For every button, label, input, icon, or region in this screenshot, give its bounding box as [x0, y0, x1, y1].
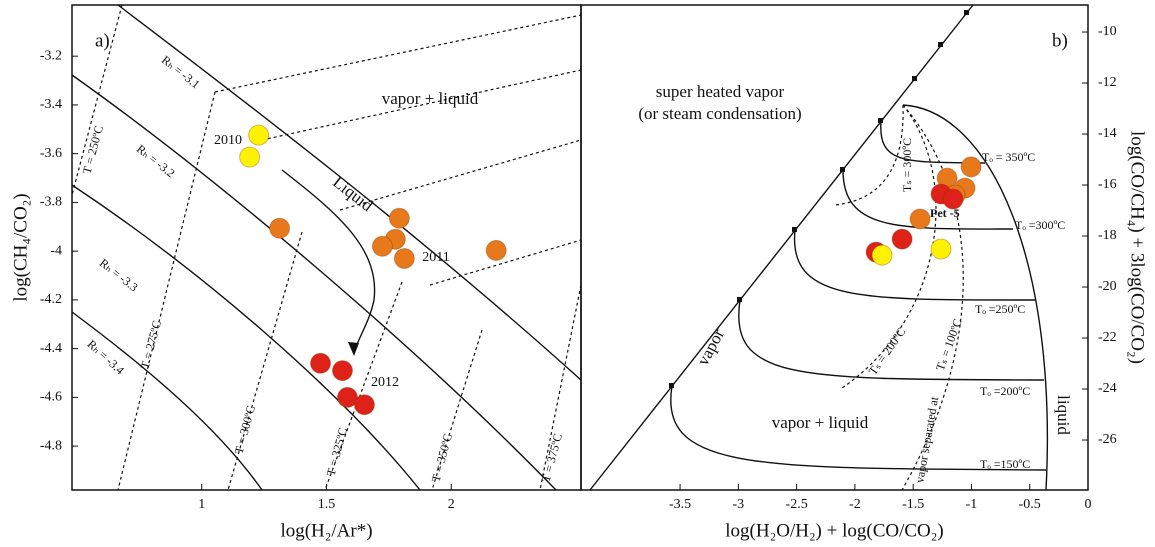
y-tick-label: -10	[1098, 24, 1117, 39]
y-tick-label: -4.6	[40, 390, 62, 405]
x-tick-label: -0.5	[1019, 497, 1041, 512]
to-label: Tₒ =150ºC	[980, 457, 1030, 471]
t-label: T = 350ºC	[429, 432, 455, 484]
year-label: 2011	[422, 250, 449, 265]
region-label: vapor	[693, 325, 728, 368]
region-label: vapor + liquid	[382, 89, 479, 108]
y-tick-label: -16	[1098, 177, 1117, 192]
data-point	[248, 124, 270, 146]
y-tick-label: -3.6	[40, 146, 62, 161]
data-point	[336, 386, 358, 408]
y-tick-label: -14	[1098, 126, 1117, 141]
t-label: T = 275ºC	[138, 319, 164, 371]
panel-label: a)	[95, 30, 110, 51]
data-point	[388, 207, 410, 229]
x-tick-label: -2	[849, 497, 861, 512]
data-point	[909, 208, 931, 230]
y-tick-label: -26	[1098, 432, 1117, 447]
ts-label: Tₛ = 300ºC	[900, 138, 914, 192]
to-label: Tₒ =300ºC	[1015, 218, 1065, 232]
plot-frame	[580, 4, 1089, 491]
data-point	[371, 235, 393, 257]
y-tick-label: -4.8	[40, 438, 62, 453]
t-label: T = 250ºC	[80, 124, 106, 176]
data-point	[960, 156, 982, 178]
y-tick-label: -24	[1098, 381, 1117, 396]
data-point	[485, 239, 507, 261]
x-tick-label: 0	[1085, 497, 1092, 512]
x-tick-label: 2	[448, 497, 455, 512]
data-point	[891, 228, 913, 250]
x-axis-title: log(H₂/Ar*)	[280, 520, 372, 541]
to-label: Tₒ =200ºC	[980, 384, 1030, 398]
data-point	[269, 217, 291, 239]
y-tick-label: -3.8	[40, 195, 62, 210]
y-tick-label: -3.4	[40, 97, 62, 112]
x-axis-title: log(H₂O/H₂) + log(CO/CO₂)	[725, 520, 943, 541]
panel-b-annotations: b) super heated vapor (or steam condensa…	[638, 30, 1073, 484]
panel-a-curves	[71, 4, 582, 491]
ts-label: Tₛ = 200ºC	[866, 325, 909, 378]
ts-label: Tₛ = 100ºC	[933, 317, 965, 373]
panel-b-curves	[589, 4, 1049, 491]
rh-label: Rₕ = -3.3	[97, 256, 141, 295]
to-label: Tₒ =250ºC	[975, 302, 1025, 316]
y-tick-label: -4.4	[40, 341, 62, 356]
data-point	[942, 188, 964, 210]
data-point	[310, 352, 332, 374]
data-point	[871, 244, 893, 266]
t-label: T = 325ºC	[324, 426, 350, 478]
y-axis-title: log(CO/CH₄) + 3log(CO/CO₂)	[1127, 131, 1148, 364]
x-tick-label: -2.5	[786, 497, 808, 512]
data-point	[393, 247, 415, 269]
x-tick-label: -1.5	[902, 497, 924, 512]
data-point	[353, 394, 375, 416]
year-label: 2010	[214, 133, 242, 148]
rh-label: Rₕ = -3.1	[159, 53, 203, 92]
region-label: (or steam condensation)	[638, 104, 801, 123]
ts-label: vapor separated at	[912, 395, 941, 484]
sample-label: Pet -5	[930, 206, 960, 220]
y-tick-label: -22	[1098, 330, 1117, 345]
rh-label: Rₕ = -3.4	[85, 337, 128, 377]
y-tick-label: -12	[1098, 75, 1117, 90]
data-point	[239, 146, 261, 168]
t-label: T = 300ºC	[232, 404, 258, 456]
y-tick-label: -20	[1098, 279, 1117, 294]
x-tick-label: -3.5	[669, 497, 691, 512]
y-tick-label: -4.2	[40, 292, 62, 307]
rh-label: Rₕ = -3.2	[134, 142, 178, 181]
curve-label: Liquid	[329, 172, 377, 215]
y-tick-label: -18	[1098, 228, 1117, 243]
data-point	[331, 360, 353, 382]
y-tick-label: -4	[50, 243, 62, 258]
data-point	[930, 238, 952, 260]
year-label: 2012	[371, 375, 399, 390]
region-label: super heated vapor	[656, 82, 785, 101]
to-label: Tₒ = 350ºC	[982, 150, 1035, 164]
x-tick-label: -1	[966, 497, 978, 512]
t-label: T = 375ºC	[539, 432, 565, 484]
region-label: vapor + liquid	[772, 413, 869, 432]
x-tick-label: 1.5	[318, 497, 336, 512]
y-axis-title: log(CH₄/CO₂)	[10, 193, 31, 301]
x-tick-label: 1	[198, 497, 205, 512]
x-tick-label: -3	[733, 497, 745, 512]
y-tick-label: -3.2	[40, 48, 62, 63]
panel-label: b)	[1052, 30, 1068, 51]
region-label: liquid	[1054, 395, 1073, 435]
